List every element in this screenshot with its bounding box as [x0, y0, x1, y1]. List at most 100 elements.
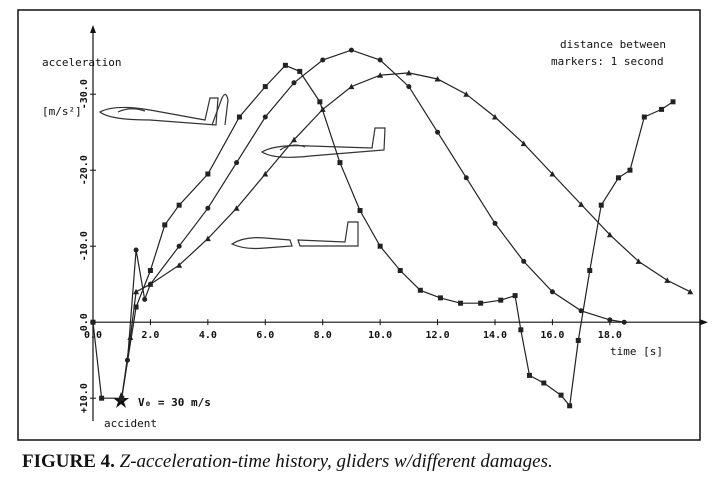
marker [567, 403, 573, 409]
marker [291, 136, 297, 143]
marker [405, 69, 412, 76]
glider-icon [260, 127, 386, 158]
series-line [92, 64, 674, 408]
marker [291, 80, 297, 86]
marker [377, 72, 384, 78]
marker [320, 57, 326, 63]
marker [205, 171, 211, 177]
marker [615, 175, 621, 181]
x-tick-label: 4.0 [199, 330, 217, 341]
marker [262, 114, 268, 120]
marker [357, 207, 363, 213]
marker [337, 160, 343, 166]
x-tick-label: 2.0 [141, 330, 159, 341]
marker [176, 202, 182, 208]
marker [204, 235, 211, 242]
marker [635, 258, 642, 264]
y-axis-arrow [90, 25, 96, 33]
caption: FIGURE 4. Z-acceleration-time history, g… [22, 451, 553, 472]
marker [463, 91, 470, 97]
glider-tail [297, 221, 359, 247]
marker [406, 84, 412, 90]
marker [521, 258, 527, 264]
marker [541, 380, 547, 386]
marker [434, 76, 441, 82]
marker [142, 296, 148, 302]
annotation: distance between [560, 38, 666, 51]
marker [234, 160, 240, 166]
caption-text: Z-acceleration-time history, gliders w/d… [120, 451, 553, 472]
marker [598, 202, 604, 208]
marker [377, 57, 383, 63]
marker [587, 268, 593, 274]
marker [377, 243, 383, 249]
glider-icons [98, 93, 386, 250]
marker [297, 68, 303, 74]
y-tick-label: -20.0 [79, 155, 90, 185]
marker [348, 83, 355, 90]
marker [575, 337, 581, 343]
marker [478, 300, 484, 306]
marker [687, 288, 694, 295]
marker [205, 205, 211, 211]
marker [512, 293, 518, 299]
marker [578, 201, 585, 207]
marker [520, 140, 527, 147]
annotation: V₀ = 30 m/s [138, 396, 211, 409]
marker [348, 47, 354, 53]
marker [317, 99, 323, 105]
marker [162, 222, 168, 228]
marker [437, 295, 443, 301]
marker [319, 106, 326, 112]
marker [607, 317, 613, 323]
y-axis-label: acceleration [42, 56, 121, 69]
marker [262, 84, 268, 90]
x-axis-label: time [s] [610, 345, 663, 358]
marker [458, 300, 464, 306]
x-tick-label: 6.0 [256, 330, 274, 341]
y-axis-unit: [m/s²] [42, 105, 82, 118]
marker [435, 129, 441, 135]
marker [670, 99, 676, 105]
annotation: markers: 1 second [551, 55, 664, 68]
x-axis-arrow [700, 319, 708, 326]
marker [282, 62, 288, 68]
y-tick-label: +10.0 [79, 383, 90, 413]
y-tick-label: -30.0 [79, 79, 90, 109]
marker [133, 304, 139, 310]
y-tick-label: -10.0 [79, 231, 90, 261]
glider-wing-broken [211, 93, 229, 126]
marker [659, 106, 665, 112]
marker [176, 243, 182, 249]
x-tick-label: 14.0 [483, 330, 507, 341]
marker [463, 175, 469, 181]
marker [518, 327, 524, 333]
marker [578, 308, 584, 314]
frame [17, 9, 701, 441]
x-tick-label: 10.0 [368, 330, 392, 341]
marker [236, 114, 242, 120]
y-tick-label: 0.0 [79, 313, 90, 331]
x-tick-label: 12.0 [426, 330, 450, 341]
marker [664, 277, 671, 283]
marker [492, 220, 498, 226]
glider-canopy [279, 144, 306, 151]
series-line [121, 49, 625, 399]
marker [558, 392, 564, 398]
glider-canopy [117, 108, 146, 113]
x-tick-label: 18.0 [598, 330, 622, 341]
marker [127, 334, 134, 340]
glider-icon [230, 237, 293, 250]
marker [417, 287, 423, 293]
annotation: accident [104, 417, 157, 430]
marker [133, 288, 140, 295]
marker [526, 372, 532, 378]
marker [147, 281, 154, 287]
marker [118, 395, 125, 401]
marker [606, 231, 613, 238]
marker [492, 114, 498, 120]
x-tick-label: 8.0 [314, 330, 332, 341]
marker [233, 205, 240, 211]
marker [90, 319, 96, 325]
